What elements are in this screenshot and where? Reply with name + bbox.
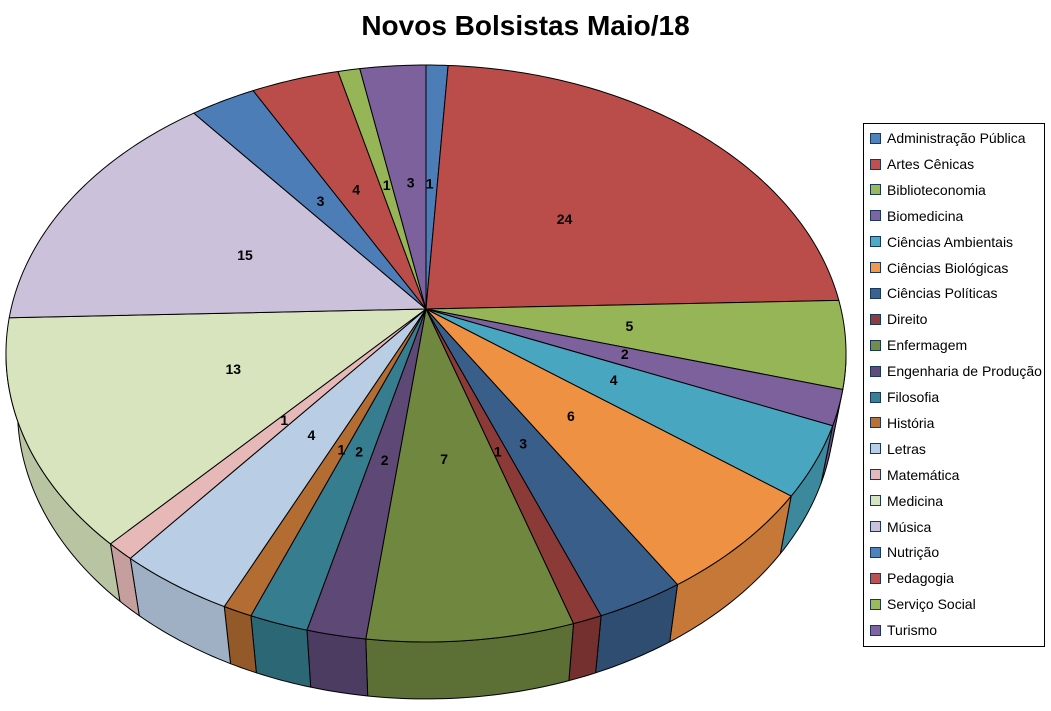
svg-text:7: 7 [440, 451, 448, 467]
svg-text:4: 4 [610, 372, 618, 388]
svg-text:13: 13 [226, 361, 242, 377]
svg-text:1: 1 [494, 443, 502, 459]
svg-text:1: 1 [280, 412, 288, 428]
svg-text:24: 24 [557, 211, 573, 227]
svg-text:1: 1 [383, 177, 391, 193]
svg-text:2: 2 [355, 444, 363, 460]
svg-text:1: 1 [426, 176, 434, 192]
svg-text:6: 6 [567, 408, 575, 424]
svg-text:4: 4 [308, 427, 316, 443]
svg-text:3: 3 [519, 435, 527, 451]
svg-text:3: 3 [317, 193, 325, 209]
svg-text:2: 2 [381, 452, 389, 468]
svg-text:3: 3 [407, 174, 415, 190]
svg-text:15: 15 [237, 247, 253, 263]
svg-text:1: 1 [338, 441, 346, 457]
svg-text:5: 5 [626, 318, 634, 334]
svg-text:2: 2 [621, 346, 629, 362]
svg-text:4: 4 [352, 182, 360, 198]
